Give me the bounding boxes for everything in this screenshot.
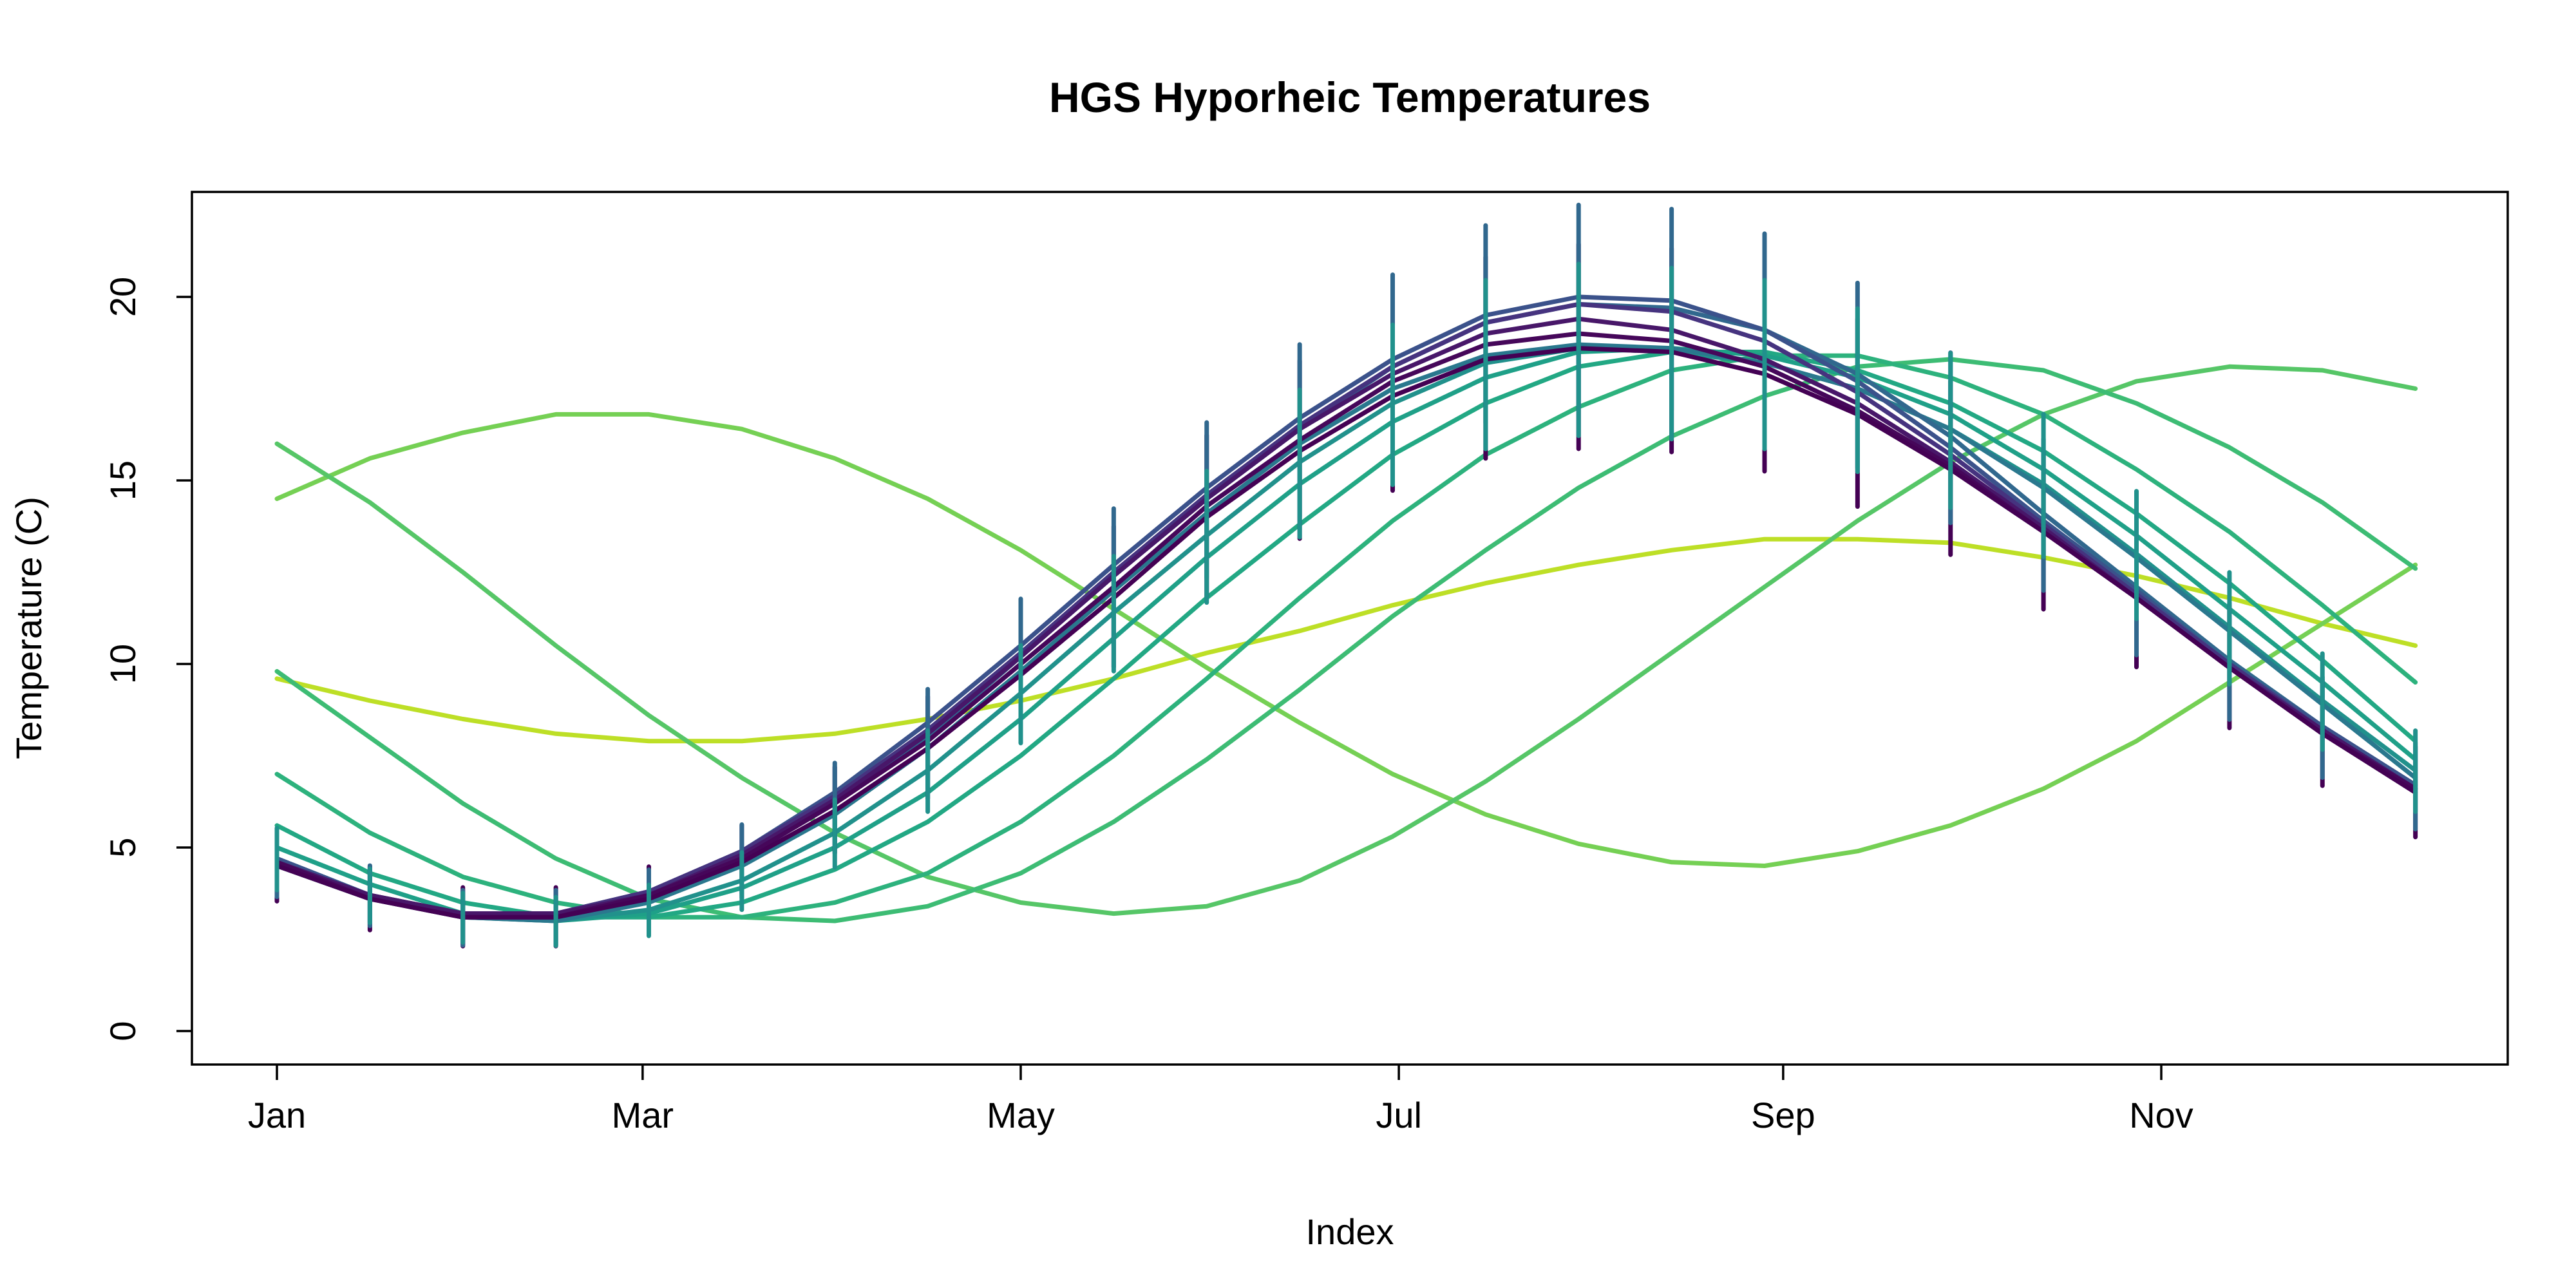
series-line-9	[274, 346, 2418, 923]
x-tick-label: May	[987, 1095, 1055, 1135]
x-tick-label: Nov	[2129, 1095, 2193, 1135]
series-line-11	[274, 353, 2418, 920]
y-tick-label: 15	[102, 460, 143, 500]
series-layer	[274, 202, 2418, 949]
series-line-1	[274, 346, 2418, 920]
series-line-14	[274, 412, 2418, 868]
series-line-10	[274, 350, 2418, 920]
y-tick-label: 10	[102, 644, 143, 684]
series-line-15	[274, 536, 2418, 744]
plot-frame	[191, 191, 2509, 1066]
y-tick-label: 5	[102, 837, 143, 857]
y-axis-label: Temperature (C)	[8, 497, 49, 759]
x-tick-label: Sep	[1751, 1095, 1815, 1135]
series-line-13	[274, 364, 2418, 916]
x-tick-label: Mar	[612, 1095, 674, 1135]
y-axis: 0 5 10 15 20	[102, 277, 192, 1041]
x-tick-label: Jan	[248, 1095, 306, 1135]
series-line-4	[274, 301, 2418, 916]
y-tick-label: 0	[102, 1021, 143, 1041]
x-axis-label: Index	[1306, 1211, 1394, 1252]
series-line-7	[274, 342, 2418, 923]
series-line-12	[274, 357, 2418, 923]
x-axis: Jan Mar May Jul Sep Nov	[248, 1065, 2193, 1135]
series-line-8	[274, 346, 2418, 923]
y-tick-label: 20	[102, 277, 143, 317]
chart-title: HGS Hyporheic Temperatures	[1049, 73, 1651, 121]
x-tick-label: Jul	[1376, 1095, 1422, 1135]
